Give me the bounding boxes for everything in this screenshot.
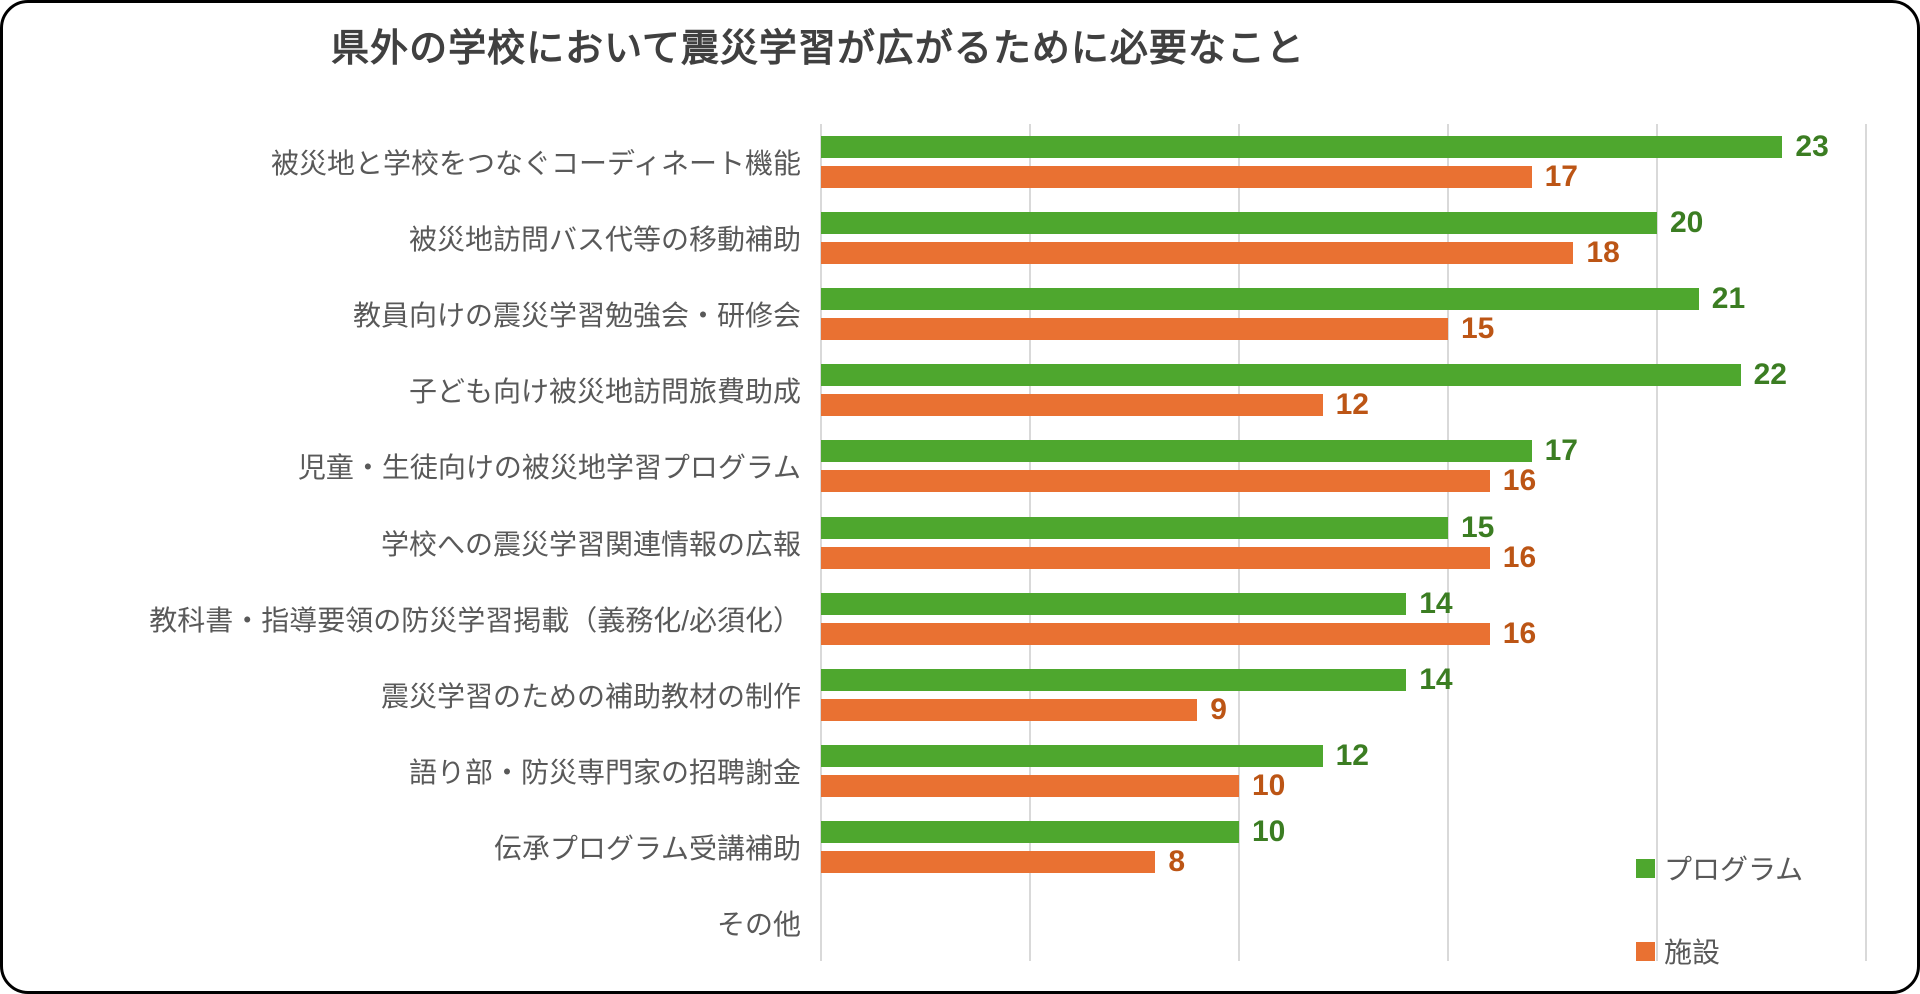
bar-value-label: 16 [1502, 464, 1537, 498]
legend-swatch-program-icon [1636, 858, 1655, 878]
bar-line: 18 [821, 236, 1866, 270]
bar-施設 [821, 622, 1490, 645]
category-label: 児童・生徒向けの被災地学習プログラム [297, 452, 801, 484]
bar-value-label: 16 [1502, 616, 1537, 650]
category-row: 児童・生徒向けの被災地学習プログラム 17 16 [298, 428, 1866, 504]
bar-施設 [821, 850, 1156, 873]
bar-line: 22 [821, 358, 1866, 392]
gridline [1447, 124, 1449, 961]
bar-プログラム [821, 516, 1448, 539]
bar-line: 10 [821, 814, 1866, 848]
bar-line: 16 [821, 616, 1866, 650]
bar-プログラム [821, 364, 1741, 387]
bar-line: 9 [821, 692, 1866, 726]
category-row: 被災地訪問バス代等の移動補助 20 18 [409, 200, 1866, 276]
bar-line: 17 [821, 434, 1866, 468]
category-row: その他 [717, 885, 1866, 961]
bar-value-label: 14 [1419, 662, 1453, 696]
bar-line: 16 [821, 464, 1866, 498]
legend: プログラム 施設 [1636, 848, 1803, 971]
category-row: 語り部・防災専門家の招聘謝金 12 10 [409, 733, 1866, 809]
bar-line: 12 [821, 738, 1866, 772]
gridline [1238, 124, 1240, 961]
bar-施設 [821, 166, 1532, 189]
gridline [1656, 124, 1658, 961]
bar-line: 15 [821, 510, 1866, 544]
category-label: 被災地と学校をつなぐコーディネート機能 [270, 148, 801, 180]
bar-プログラム [821, 212, 1657, 235]
bar-value-label: 10 [1252, 768, 1286, 802]
bar-value-label: 10 [1252, 814, 1286, 848]
plot-area: 被災地と学校をつなぐコーディネート機能 23 17 被災地訪問バス代等の移動補助 20 1… [149, 124, 1867, 961]
bar-プログラム [821, 592, 1407, 615]
bar-value-label: 18 [1586, 236, 1620, 270]
bar-value-label: 21 [1711, 282, 1746, 316]
bar-プログラム [821, 288, 1699, 311]
gridline [820, 124, 822, 961]
category-label: その他 [716, 908, 801, 940]
bar-line: 21 [821, 282, 1866, 316]
bar-line: 20 [821, 206, 1866, 240]
bar-line: 10 [821, 768, 1866, 802]
category-label: 伝承プログラム受講補助 [493, 832, 801, 864]
chart-title: 県外の学校において震災学習が広がるために必要なこと [331, 28, 1305, 70]
bar-line: 14 [821, 662, 1866, 696]
category-label: 子ども向け被災地訪問旅費助成 [408, 376, 801, 408]
bar-プログラム [821, 668, 1407, 691]
bar-value-label: 15 [1461, 312, 1495, 346]
bar-value-label: 20 [1670, 206, 1704, 240]
bar-line: 17 [821, 160, 1866, 194]
bar-施設 [821, 470, 1490, 493]
bar-施設 [821, 242, 1574, 265]
bar-line: 16 [821, 540, 1866, 574]
bar-施設 [821, 318, 1448, 341]
category-label: 教科書・指導要領の防災学習掲載（義務化/必須化） [149, 604, 801, 636]
category-row: 伝承プログラム受講補助 10 8 [494, 809, 1866, 885]
bar-プログラム [821, 820, 1239, 843]
category-label: 教員向けの震災学習勉強会・研修会 [352, 300, 801, 332]
legend-label-facility: 施設 [1664, 937, 1721, 968]
gridline [1029, 124, 1031, 961]
bar-line: 15 [821, 312, 1866, 346]
category-row: 教員向けの震災学習勉強会・研修会 21 15 [353, 276, 1866, 352]
bar-プログラム [821, 744, 1323, 767]
legend-swatch-facility-icon [1636, 941, 1655, 961]
bar-施設 [821, 774, 1239, 797]
category-label: 学校への震災学習関連情報の広報 [380, 528, 801, 560]
bar-value-label: 9 [1210, 692, 1227, 726]
bar-line: 23 [821, 130, 1866, 164]
bar-value-label: 14 [1419, 586, 1453, 620]
category-label: 被災地訪問バス代等の移動補助 [408, 224, 801, 256]
legend-label-program: プログラム [1664, 854, 1804, 885]
bar-rows: 被災地と学校をつなぐコーディネート機能 23 17 被災地訪問バス代等の移動補助 20 1… [149, 124, 1866, 961]
legend-item-facility: 施設 [1636, 931, 1803, 971]
category-row: 被災地と学校をつなぐコーディネート機能 23 17 [271, 124, 1866, 200]
category-label: 震災学習のための補助教材の制作 [380, 680, 801, 712]
bar-value-label: 17 [1544, 160, 1578, 194]
bar-施設 [821, 394, 1323, 417]
bar-line: 14 [821, 586, 1866, 620]
bar-value-label: 8 [1168, 844, 1186, 878]
bar-施設 [821, 698, 1198, 721]
legend-item-program: プログラム [1636, 848, 1803, 888]
category-row: 震災学習のための補助教材の制作 14 9 [381, 657, 1866, 733]
bar-value-label: 15 [1461, 510, 1495, 544]
bar-value-label: 23 [1795, 130, 1829, 164]
bar-プログラム [821, 136, 1783, 159]
bar-value-label: 22 [1753, 358, 1787, 392]
bar-value-label: 17 [1544, 434, 1578, 468]
bar-line: 8 [821, 844, 1866, 878]
bar-value-label: 12 [1335, 388, 1369, 422]
category-label: 語り部・防災専門家の招聘謝金 [408, 756, 801, 788]
bar-value-label: 16 [1502, 540, 1537, 574]
bar-line: 12 [821, 388, 1866, 422]
category-row: 学校への震災学習関連情報の広報 15 16 [381, 504, 1866, 580]
category-row: 子ども向け被災地訪問旅費助成 22 12 [409, 352, 1866, 428]
bar-value-label: 12 [1335, 738, 1369, 772]
bar-施設 [821, 546, 1490, 569]
bar-プログラム [821, 440, 1532, 463]
category-row: 教科書・指導要領の防災学習掲載（義務化/必須化） 14 16 [149, 581, 1866, 657]
gridline [1865, 124, 1867, 961]
